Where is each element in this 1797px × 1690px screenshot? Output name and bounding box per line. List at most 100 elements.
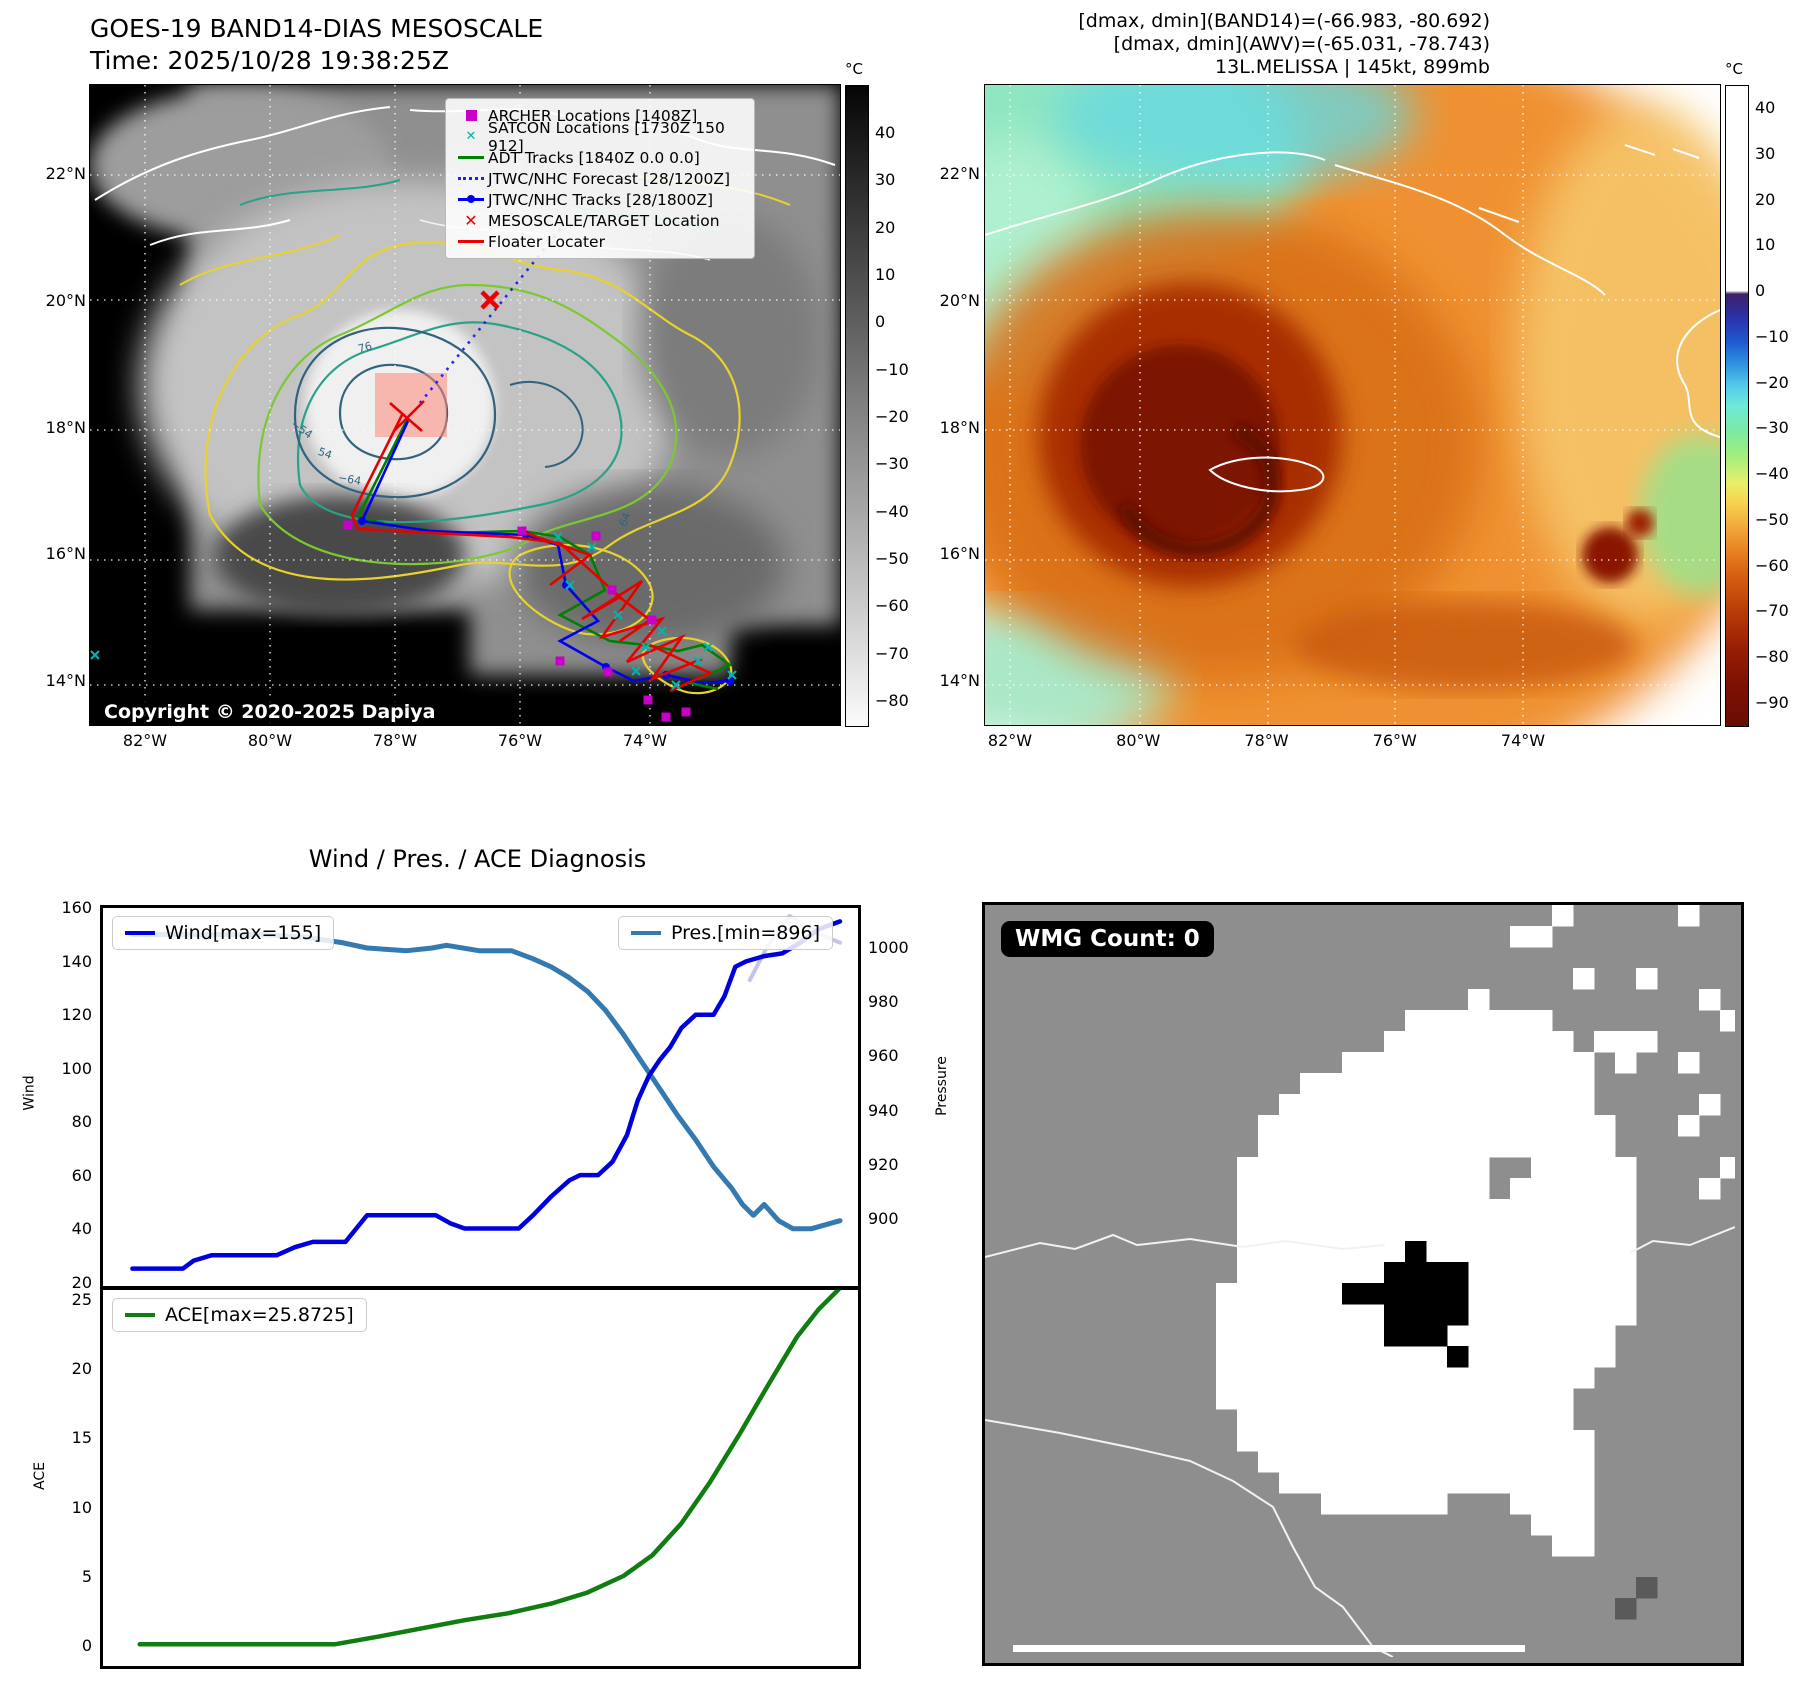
archer-square-marker [661, 712, 671, 722]
pressure-axis-ticks: 1000 980 960 940 920 900 [868, 938, 914, 1228]
ace-chart [100, 1287, 861, 1669]
mesoscale-domain-box [375, 373, 447, 437]
series-ace [137, 1290, 842, 1647]
wmg-eye-pixel [1405, 1262, 1427, 1284]
legend-item: Floater Locater [454, 231, 746, 252]
tick-label: 10 [71, 1497, 92, 1517]
wmg-eye-pixel [1426, 1283, 1448, 1305]
tick-label: −20 [1755, 372, 1789, 392]
tick-label: 10 [1755, 235, 1776, 255]
wmg-coastline [985, 1419, 1394, 1657]
wmg-eye-pixel [1447, 1262, 1469, 1284]
tick-label: −30 [1755, 418, 1789, 438]
wmg-eye-pixel [1363, 1283, 1385, 1305]
ace-legend-label: ACE[max=25.8725] [165, 1304, 354, 1326]
tick-label: −40 [1755, 464, 1789, 484]
ace-line [137, 1290, 842, 1647]
archer-square-marker [681, 707, 691, 717]
wind-pressure-lines [129, 914, 843, 1271]
archer-square-icon [454, 110, 488, 121]
tick-label: 80 [71, 1112, 92, 1132]
tick-label: 900 [868, 1208, 899, 1228]
tick-label: 14°N [939, 671, 980, 690]
enhanced-ir-map [984, 84, 1721, 726]
archer-square-marker [647, 615, 657, 625]
archer-square-marker [517, 526, 527, 536]
page-title: GOES-19 BAND14-DIAS MESOSCALE [90, 14, 544, 43]
chart-title: Wind / Pres. / ACE Diagnosis [308, 845, 647, 873]
tick-label: 40 [875, 123, 896, 142]
tr-lon-ticks: 82°W 80°W 78°W 76°W 74°W [975, 731, 1558, 750]
legend-item: JTWC/NHC Tracks [28/1800Z] [454, 189, 746, 210]
target-x-icon: ✕ [464, 211, 478, 230]
tick-label: −70 [875, 643, 909, 663]
tick-label: 140 [61, 951, 92, 971]
wind-legend-label: Wind[max=155] [165, 922, 322, 944]
tick-label: −30 [875, 454, 909, 474]
tick-label: −90 [1755, 692, 1789, 712]
tick-label: −60 [875, 596, 909, 616]
tick-label: 22°N [45, 164, 86, 183]
wind-pressure-chart [100, 905, 861, 1289]
legend-item: ADT Tracks [1840Z 0.0 0.0] [454, 147, 746, 168]
wmg-mask-panel: WMG Count: 0 [982, 902, 1744, 1666]
enhanced-ir-art [985, 85, 1720, 725]
ace-axis-ticks: 25 20 15 10 5 0 [58, 1290, 92, 1655]
wmg-eye-pixel [1426, 1262, 1448, 1284]
tick-label: 18°N [939, 417, 980, 437]
tick-label: 25 [71, 1290, 92, 1309]
tick-label: −50 [1755, 509, 1789, 529]
tick-label: −80 [875, 690, 909, 710]
tl-lat-ticks: 22°N 20°N 18°N 16°N 14°N [34, 164, 86, 690]
tick-label: 20 [71, 1272, 92, 1292]
tick-label: −10 [1755, 326, 1789, 346]
archer-square-marker [343, 520, 353, 530]
ace-line-icon [125, 1313, 155, 1317]
wmg-eye-pixel [1447, 1346, 1469, 1368]
tick-label: 160 [61, 898, 92, 917]
archer-square-marker [603, 667, 613, 677]
tick-label: 20°N [939, 290, 980, 310]
wmg-eye-pixel [1447, 1304, 1469, 1326]
tick-label: −40 [875, 501, 909, 521]
forecast-dotted-icon [454, 177, 488, 180]
tick-label: 82°W [122, 731, 168, 750]
tick-label: 10 [875, 264, 896, 284]
tr-lat-ticks: 22°N 20°N 18°N 16°N 14°N [928, 164, 980, 690]
wind-axis-label: Wind [21, 1075, 38, 1111]
track-linedot-icon [454, 195, 488, 203]
adt-line-icon [454, 156, 488, 159]
wmg-coastline [985, 1233, 1386, 1258]
tick-label: −20 [875, 406, 909, 426]
legend-label: SATCON Locations [1730Z 150 912] [488, 118, 725, 155]
tick-label: 940 [868, 1100, 899, 1120]
tick-label: 5 [81, 1566, 92, 1586]
tick-label: 0 [81, 1635, 92, 1655]
series-wind [130, 919, 843, 1271]
tick-label: 14°N [45, 671, 86, 690]
tick-label: 960 [868, 1046, 899, 1066]
tick-label: 40 [71, 1219, 92, 1239]
tick-label: 30 [875, 170, 896, 190]
tick-label: 76°W [497, 731, 543, 750]
tick-label: 16°N [939, 544, 980, 564]
wmg-eye-pixel [1447, 1283, 1469, 1305]
timestamp: Time: 2025/10/28 19:38:25Z [90, 46, 449, 75]
tick-label: 76°W [1372, 731, 1417, 750]
grayscale-colorbar-ticks: 40 30 20 10 0 −10 −20 −30 −40 −50 −60 −70 −80 [875, 123, 925, 710]
legend-label: JTWC/NHC Forecast [28/1200Z] [488, 169, 731, 188]
pressure-axis-label: Pressure [933, 1056, 950, 1116]
tick-label: 920 [868, 1154, 899, 1174]
tick-label: 18°N [45, 417, 86, 437]
tick-label: 74°W [622, 731, 668, 750]
ace-legend: ACE[max=25.8725] [112, 1298, 367, 1332]
grayscale-colorbar [845, 85, 869, 727]
dmax-dmin-awv: [dmax, dmin](AWV)=(-65.031, -78.743) [1113, 33, 1490, 55]
band14-satellite-map: Copyright © 2020-2025 Dapiya 76 54 −54 −… [89, 84, 841, 726]
target-x-marker [480, 290, 500, 310]
legend-item: ✕ MESOSCALE/TARGET Location [454, 210, 746, 231]
colorbar-unit: °C [1725, 60, 1743, 78]
tick-label: 20 [875, 217, 896, 237]
map-legend: ARCHER Locations [1408Z] ✕ SATCON Location… [445, 98, 755, 259]
tick-label: −60 [1755, 555, 1789, 575]
